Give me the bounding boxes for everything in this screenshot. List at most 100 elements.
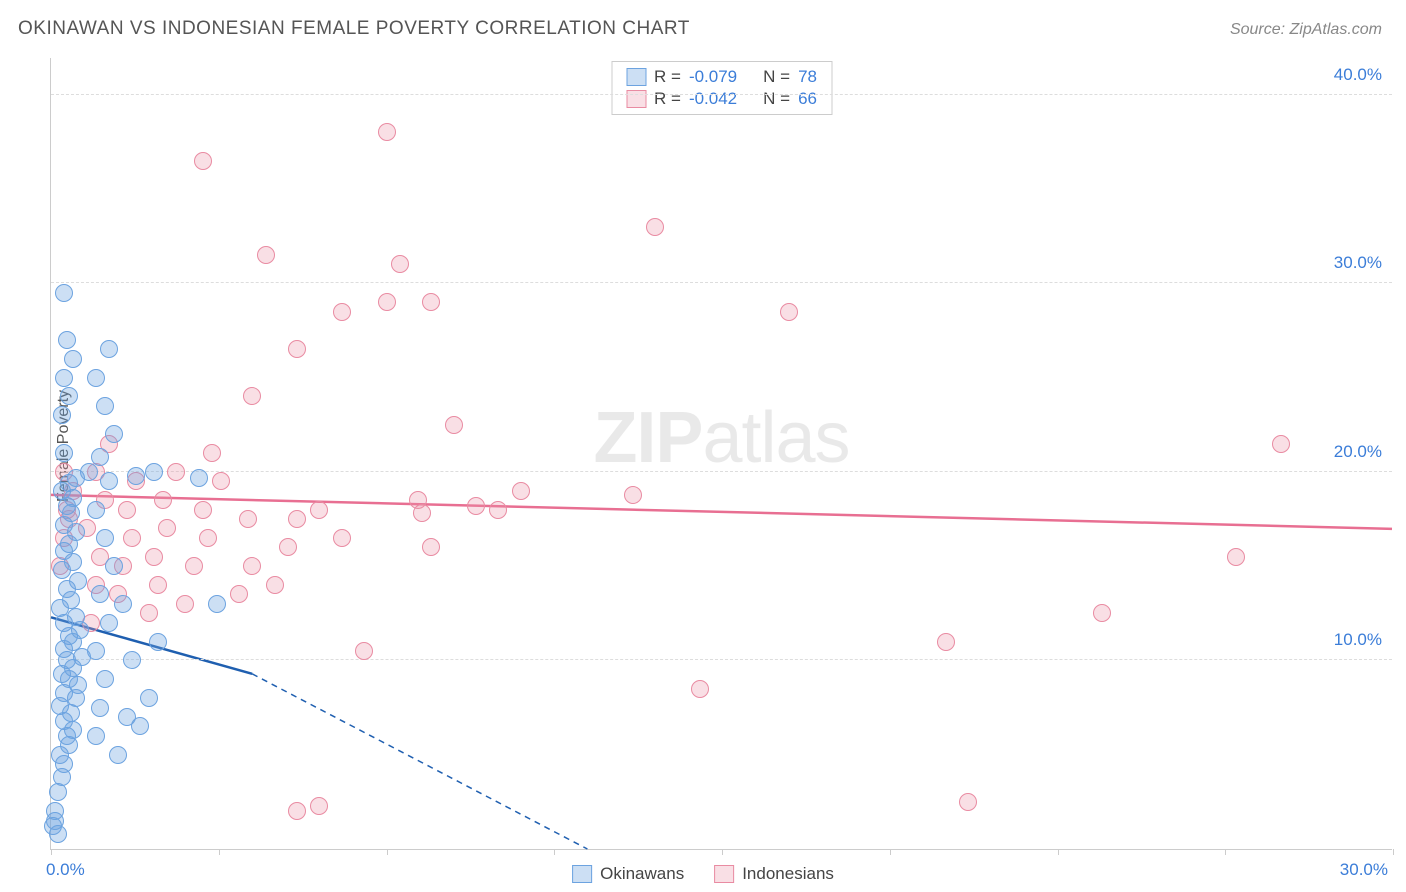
legend-label: Indonesians xyxy=(742,864,834,884)
scatter-point-indonesian xyxy=(937,633,955,651)
x-tick-label-max: 30.0% xyxy=(1340,860,1388,880)
scatter-point-indonesian xyxy=(691,680,709,698)
scatter-point-indonesian xyxy=(333,303,351,321)
bottom-legend: Okinawans Indonesians xyxy=(572,864,834,884)
trendlines-layer xyxy=(51,58,1392,849)
scatter-point-indonesian xyxy=(959,793,977,811)
scatter-point-indonesian xyxy=(422,293,440,311)
scatter-point-okinawan xyxy=(149,633,167,651)
scatter-point-indonesian xyxy=(355,642,373,660)
x-tick xyxy=(1225,849,1226,855)
x-tick xyxy=(1393,849,1394,855)
scatter-point-okinawan xyxy=(91,448,109,466)
scatter-point-okinawan xyxy=(55,284,73,302)
scatter-point-okinawan xyxy=(87,501,105,519)
scatter-point-indonesian xyxy=(230,585,248,603)
legend-swatch xyxy=(626,90,646,108)
scatter-point-okinawan xyxy=(67,608,85,626)
stat-r-value: -0.042 xyxy=(689,89,737,109)
scatter-point-okinawan xyxy=(131,717,149,735)
scatter-point-okinawan xyxy=(64,350,82,368)
gridline-horizontal xyxy=(51,659,1392,660)
scatter-point-okinawan xyxy=(190,469,208,487)
scatter-point-indonesian xyxy=(212,472,230,490)
scatter-point-indonesian xyxy=(288,340,306,358)
scatter-point-okinawan xyxy=(87,369,105,387)
scatter-point-okinawan xyxy=(96,529,114,547)
scatter-point-indonesian xyxy=(422,538,440,556)
legend-label: Okinawans xyxy=(600,864,684,884)
x-tick xyxy=(890,849,891,855)
scatter-point-indonesian xyxy=(154,491,172,509)
scatter-point-okinawan xyxy=(140,689,158,707)
scatter-point-indonesian xyxy=(185,557,203,575)
scatter-point-indonesian xyxy=(194,501,212,519)
scatter-point-indonesian xyxy=(1093,604,1111,622)
scatter-point-okinawan xyxy=(100,472,118,490)
scatter-point-indonesian xyxy=(176,595,194,613)
scatter-point-okinawan xyxy=(127,467,145,485)
stat-n-value: 78 xyxy=(798,67,817,87)
scatter-point-okinawan xyxy=(55,369,73,387)
stat-r-value: -0.079 xyxy=(689,67,737,87)
scatter-point-indonesian xyxy=(203,444,221,462)
scatter-point-indonesian xyxy=(288,510,306,528)
x-tick xyxy=(387,849,388,855)
stats-legend-box: R = -0.079 N = 78R = -0.042 N = 66 xyxy=(611,61,832,115)
scatter-point-okinawan xyxy=(55,444,73,462)
stat-r-label: R = xyxy=(654,67,681,87)
scatter-point-indonesian xyxy=(467,497,485,515)
y-tick-label: 20.0% xyxy=(1334,442,1382,462)
gridline-horizontal xyxy=(51,471,1392,472)
y-tick-label: 10.0% xyxy=(1334,630,1382,650)
scatter-point-okinawan xyxy=(58,331,76,349)
trendline-okinawan-dashed xyxy=(252,674,587,849)
y-tick-label: 30.0% xyxy=(1334,253,1382,273)
scatter-point-okinawan xyxy=(91,585,109,603)
scatter-point-indonesian xyxy=(288,802,306,820)
scatter-point-okinawan xyxy=(114,595,132,613)
scatter-point-okinawan xyxy=(96,670,114,688)
gridline-horizontal xyxy=(51,282,1392,283)
scatter-point-okinawan xyxy=(53,406,71,424)
x-tick xyxy=(722,849,723,855)
legend-item: Indonesians xyxy=(714,864,834,884)
scatter-point-indonesian xyxy=(167,463,185,481)
stat-n-label: N = xyxy=(763,89,790,109)
scatter-point-indonesian xyxy=(780,303,798,321)
scatter-point-indonesian xyxy=(1227,548,1245,566)
stat-n-value: 66 xyxy=(798,89,817,109)
stat-n-label: N = xyxy=(763,67,790,87)
stats-row: R = -0.079 N = 78 xyxy=(626,66,817,88)
scatter-point-indonesian xyxy=(333,529,351,547)
chart-title: OKINAWAN VS INDONESIAN FEMALE POVERTY CO… xyxy=(18,18,690,40)
scatter-point-indonesian xyxy=(266,576,284,594)
gridline-horizontal xyxy=(51,94,1392,95)
scatter-point-indonesian xyxy=(646,218,664,236)
scatter-point-indonesian xyxy=(199,529,217,547)
scatter-point-indonesian xyxy=(1272,435,1290,453)
scatter-point-indonesian xyxy=(310,501,328,519)
scatter-point-indonesian xyxy=(489,501,507,519)
scatter-point-indonesian xyxy=(445,416,463,434)
scatter-point-indonesian xyxy=(413,504,431,522)
scatter-point-indonesian xyxy=(257,246,275,264)
scatter-point-indonesian xyxy=(239,510,257,528)
scatter-point-indonesian xyxy=(279,538,297,556)
source-attribution: Source: ZipAtlas.com xyxy=(1230,21,1382,39)
scatter-point-okinawan xyxy=(145,463,163,481)
scatter-point-okinawan xyxy=(105,557,123,575)
scatter-point-okinawan xyxy=(69,572,87,590)
x-tick-label-min: 0.0% xyxy=(46,860,85,880)
scatter-point-indonesian xyxy=(310,797,328,815)
scatter-point-okinawan xyxy=(46,812,64,830)
legend-swatch xyxy=(572,865,592,883)
y-tick-label: 40.0% xyxy=(1334,65,1382,85)
scatter-point-okinawan xyxy=(60,387,78,405)
scatter-point-indonesian xyxy=(140,604,158,622)
scatter-point-okinawan xyxy=(91,699,109,717)
x-tick xyxy=(1058,849,1059,855)
chart-plot-area: ZIPatlas R =-0.079N =78R =-0.042N =66 10… xyxy=(50,58,1392,850)
scatter-point-indonesian xyxy=(243,387,261,405)
scatter-point-okinawan xyxy=(87,642,105,660)
